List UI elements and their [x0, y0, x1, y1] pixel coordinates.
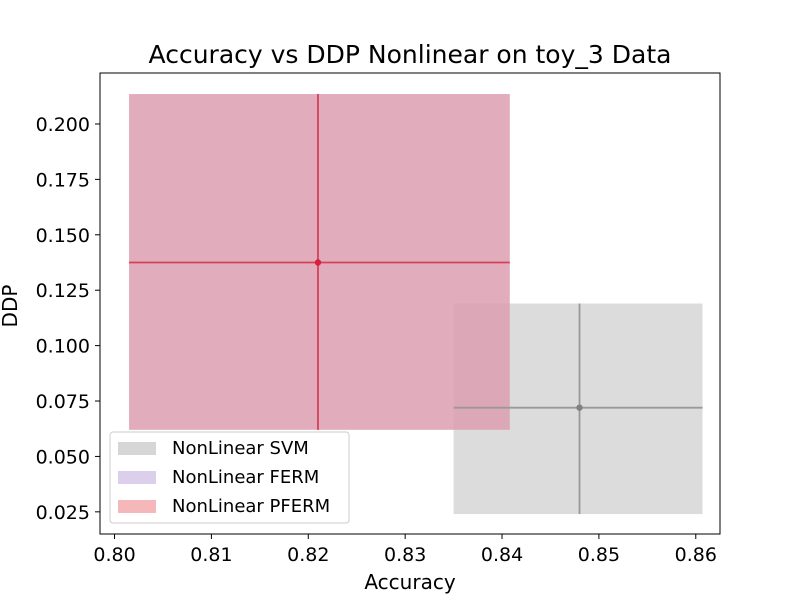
- y-tick-label: 0.050: [36, 446, 90, 468]
- legend-label-nonlinear-ferm: NonLinear FERM: [172, 467, 319, 488]
- x-tick-label: 0.85: [578, 544, 620, 566]
- y-tick-label: 0.150: [36, 225, 90, 247]
- nonlinear-svm-point: [576, 404, 583, 411]
- plot-frame: [99, 72, 721, 535]
- x-axis-label: Accuracy: [364, 570, 455, 594]
- x-tick-label: 0.82: [287, 544, 329, 566]
- y-tick-label: 0.200: [36, 114, 90, 136]
- x-tick-label: 0.86: [675, 544, 717, 566]
- y-tick-label: 0.125: [36, 280, 90, 302]
- legend-label-nonlinear-svm: NonLinear SVM: [172, 438, 309, 459]
- legend: NonLinear SVM NonLinear FERM NonLinear PFE…: [109, 431, 350, 524]
- chart-title: Accuracy vs DDP Nonlinear on toy_3 Data: [149, 40, 672, 69]
- legend-swatch-nonlinear-svm: [118, 442, 156, 455]
- legend-frame: [109, 431, 350, 524]
- legend-label-nonlinear-pferm: NonLinear PFERM: [172, 496, 330, 517]
- y-tick-label: 0.025: [36, 502, 90, 524]
- nonlinear-pferm-point: [314, 259, 322, 266]
- error-bars: [129, 94, 703, 515]
- y-tick-label: 0.175: [36, 169, 90, 191]
- y-axis-label: DDP: [0, 285, 22, 328]
- x-tick-label: 0.84: [481, 544, 523, 566]
- x-axis-ticks: 0.80 0.81 0.82 0.83 0.84 0.85 0.86: [93, 534, 717, 566]
- x-tick-label: 0.83: [384, 544, 426, 566]
- y-axis-ticks: 0.025 0.050 0.075 0.100 0.125 0.150 0.175 0.200: [36, 114, 100, 524]
- x-tick-label: 0.80: [93, 544, 135, 566]
- legend-swatch-nonlinear-pferm: [118, 500, 156, 513]
- legend-swatch-nonlinear-ferm: [118, 471, 156, 484]
- x-tick-label: 0.81: [190, 544, 232, 566]
- y-tick-label: 0.100: [36, 336, 90, 358]
- y-tick-label: 0.075: [36, 391, 90, 413]
